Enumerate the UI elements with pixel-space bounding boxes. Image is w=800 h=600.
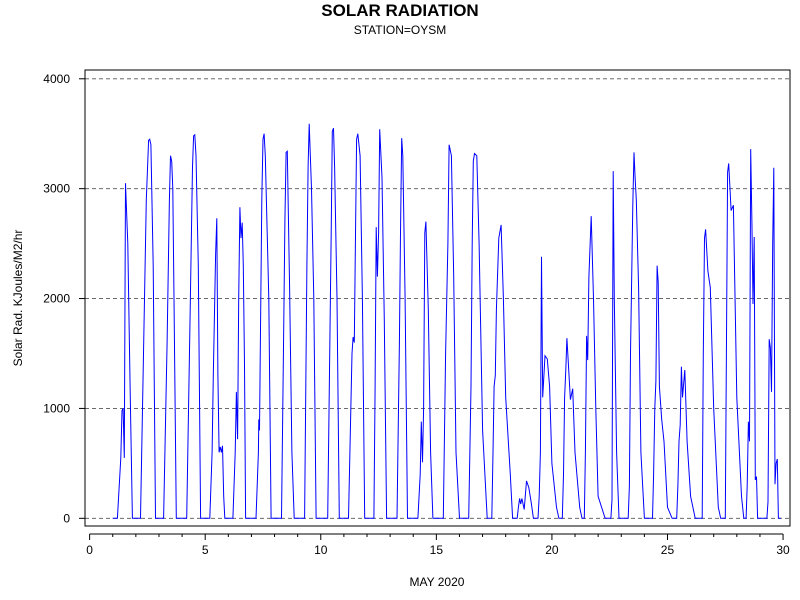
y-tick-label-3000: 3000 <box>43 182 70 196</box>
x-tick-label-20: 20 <box>545 543 559 557</box>
y-tick-label-0: 0 <box>63 511 70 525</box>
x-axis: 0 5 10 15 20 25 30 <box>86 533 790 557</box>
y-axis-label: Solar Rad. KJoules/M2/hr <box>11 230 25 367</box>
chart-title: SOLAR RADIATION <box>321 1 479 20</box>
x-tick-label-5: 5 <box>202 543 209 557</box>
x-tick-label-25: 25 <box>661 543 675 557</box>
y-tick-label-4000: 4000 <box>43 72 70 86</box>
x-tick-label-0: 0 <box>86 543 93 557</box>
x-axis-label: MAY 2020 <box>410 575 465 589</box>
y-tick-label-1000: 1000 <box>43 401 70 415</box>
y-axis: 0 1000 2000 3000 4000 <box>43 72 85 525</box>
x-tick-label-30: 30 <box>776 543 790 557</box>
plot-frame <box>84 69 791 527</box>
chart-subtitle: STATION=OYSM <box>353 23 447 37</box>
x-tick-label-10: 10 <box>314 543 328 557</box>
solar-radiation-series-line <box>112 123 781 519</box>
y-tick-label-2000: 2000 <box>43 292 70 306</box>
x-tick-label-15: 15 <box>430 543 444 557</box>
